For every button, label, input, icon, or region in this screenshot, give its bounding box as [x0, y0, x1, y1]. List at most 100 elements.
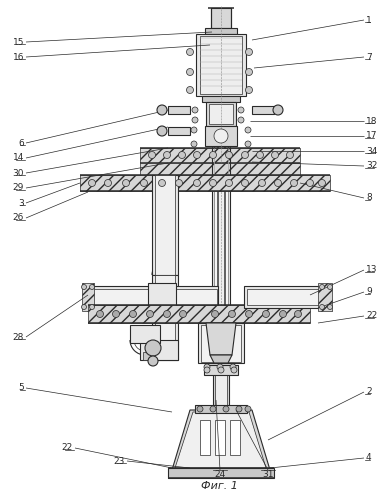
- Circle shape: [148, 356, 158, 366]
- Bar: [148, 283, 176, 311]
- Bar: [80, 175, 330, 191]
- Text: 32: 32: [366, 162, 377, 171]
- Circle shape: [231, 367, 237, 373]
- Polygon shape: [206, 323, 236, 355]
- Text: 6: 6: [18, 139, 24, 148]
- Bar: [213, 371, 229, 471]
- Text: 1: 1: [366, 15, 372, 24]
- Text: 29: 29: [13, 184, 24, 193]
- Circle shape: [246, 310, 253, 317]
- Bar: [212, 34, 230, 344]
- Bar: [208, 363, 234, 371]
- Bar: [202, 96, 240, 102]
- Circle shape: [89, 284, 94, 289]
- Bar: [168, 468, 274, 478]
- Bar: [152, 175, 178, 275]
- Bar: [201, 325, 241, 362]
- Bar: [247, 289, 323, 305]
- Circle shape: [230, 364, 236, 370]
- Circle shape: [105, 180, 112, 187]
- Bar: [205, 126, 237, 146]
- Bar: [214, 34, 228, 344]
- Text: 2: 2: [366, 388, 372, 397]
- Circle shape: [194, 180, 201, 187]
- Circle shape: [225, 180, 233, 187]
- Circle shape: [223, 406, 229, 412]
- Text: 28: 28: [13, 332, 24, 341]
- Circle shape: [262, 310, 269, 317]
- Bar: [82, 283, 94, 311]
- Bar: [155, 175, 175, 275]
- Bar: [88, 286, 218, 308]
- Bar: [204, 365, 238, 375]
- Bar: [215, 371, 227, 471]
- Circle shape: [217, 364, 223, 370]
- Circle shape: [141, 180, 147, 187]
- Text: 30: 30: [13, 169, 24, 178]
- Circle shape: [245, 406, 251, 412]
- Circle shape: [256, 152, 264, 159]
- Text: 15: 15: [13, 37, 24, 46]
- Circle shape: [209, 152, 217, 159]
- Text: 9: 9: [366, 287, 372, 296]
- Text: Фиг. 1: Фиг. 1: [201, 481, 238, 491]
- Circle shape: [149, 152, 155, 159]
- Bar: [168, 127, 190, 135]
- Polygon shape: [172, 410, 270, 470]
- Circle shape: [238, 117, 244, 123]
- Circle shape: [273, 105, 283, 115]
- Text: 26: 26: [13, 214, 24, 223]
- Circle shape: [157, 126, 167, 136]
- Text: 18: 18: [366, 116, 377, 126]
- Circle shape: [186, 68, 194, 75]
- Circle shape: [218, 367, 224, 373]
- Circle shape: [204, 364, 210, 370]
- Text: 34: 34: [366, 147, 377, 156]
- Circle shape: [306, 180, 314, 187]
- Bar: [206, 102, 236, 126]
- Polygon shape: [175, 412, 266, 468]
- Circle shape: [175, 180, 183, 187]
- Circle shape: [163, 152, 170, 159]
- Text: 5: 5: [18, 384, 24, 393]
- Circle shape: [210, 406, 216, 412]
- Circle shape: [236, 406, 242, 412]
- Bar: [318, 283, 332, 311]
- Bar: [217, 8, 225, 368]
- Circle shape: [129, 310, 136, 317]
- Circle shape: [186, 86, 194, 93]
- Circle shape: [246, 68, 253, 75]
- Bar: [140, 340, 178, 360]
- Bar: [195, 405, 247, 413]
- Circle shape: [241, 180, 249, 187]
- Bar: [252, 106, 274, 114]
- Bar: [168, 106, 190, 114]
- Circle shape: [197, 406, 203, 412]
- Circle shape: [286, 152, 293, 159]
- Text: 23: 23: [113, 457, 125, 466]
- Circle shape: [241, 152, 249, 159]
- Bar: [88, 305, 310, 323]
- Text: 17: 17: [366, 132, 377, 141]
- Bar: [198, 323, 244, 363]
- Circle shape: [225, 152, 233, 159]
- Bar: [200, 420, 210, 455]
- Text: 16: 16: [13, 52, 24, 61]
- Text: 24: 24: [214, 470, 226, 479]
- Circle shape: [97, 310, 104, 317]
- Circle shape: [157, 105, 167, 115]
- Bar: [140, 163, 300, 177]
- Circle shape: [163, 310, 170, 317]
- Bar: [155, 275, 175, 360]
- Circle shape: [327, 304, 332, 309]
- Circle shape: [246, 86, 253, 93]
- Bar: [91, 289, 217, 305]
- Circle shape: [319, 304, 324, 309]
- Bar: [215, 420, 225, 455]
- Circle shape: [238, 107, 244, 113]
- Text: 8: 8: [366, 194, 372, 203]
- Circle shape: [194, 152, 201, 159]
- Text: 13: 13: [366, 265, 377, 274]
- Text: 31: 31: [262, 470, 274, 479]
- Circle shape: [180, 310, 186, 317]
